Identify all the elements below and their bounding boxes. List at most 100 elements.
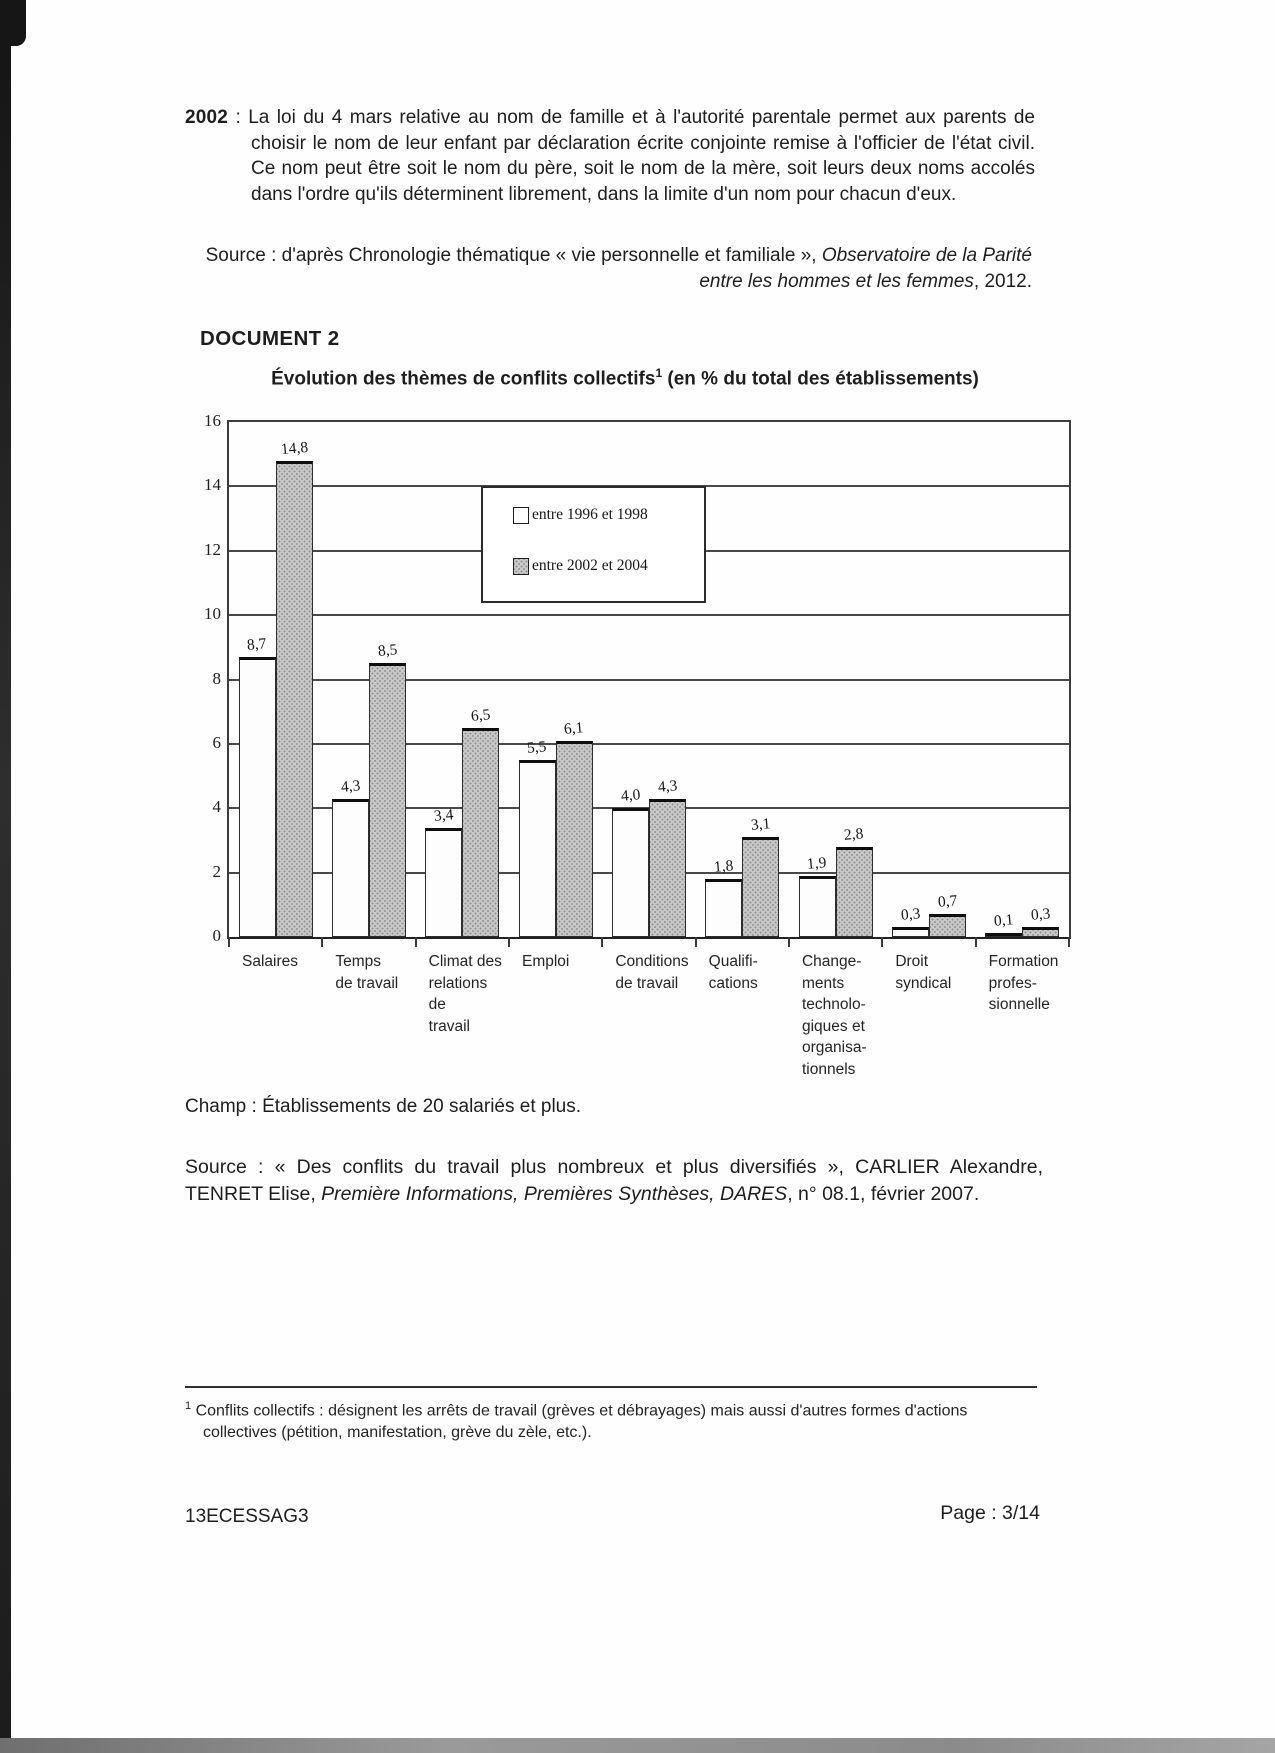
category-label-line: giques et bbox=[801, 1017, 865, 1035]
category-label-line: de travail bbox=[615, 974, 679, 992]
bar-wrap: 8,7 bbox=[238, 422, 276, 937]
bar-value-label: 4,0 bbox=[620, 786, 641, 806]
intro-year-label: 2002 bbox=[185, 107, 229, 128]
bar-value-label: 3,4 bbox=[433, 805, 455, 825]
bar-value-label: 6,5 bbox=[470, 705, 492, 725]
chart-plot-area: 0 2 4 6 8 10 12 14 16 8,7 14,8 4,3 8,5 3,4 6,5 5,5 6,1 4,… bbox=[204, 411, 1071, 947]
bar-wrap: 14,8 bbox=[275, 422, 313, 937]
bar-wrap: 5,5 bbox=[518, 422, 556, 937]
chart-category-axis: Salaires Temps de travail Climat des relatio… bbox=[227, 951, 1067, 1116]
bar-chart: 0 2 4 6 8 10 12 14 16 8,7 14,8 4,3 8,5 3,4 6,5 5,5 6,1 4,… bbox=[185, 411, 1071, 1120]
bar-value-label: 1,8 bbox=[713, 857, 735, 876]
bar-value-label: 3,1 bbox=[750, 815, 772, 835]
y-axis-tick-label: 0 bbox=[212, 926, 222, 945]
bar-entre-2002-et-2004 bbox=[928, 914, 966, 937]
chart-legend: entre 1996 et 1998 entre 2002 et 2004 bbox=[481, 486, 706, 604]
category-label-line: organisa- bbox=[801, 1039, 867, 1056]
footnote-text-block: 1 Conflits collectifs : désignent les ar… bbox=[185, 1395, 1037, 1444]
scan-bottom-strip bbox=[0, 1738, 1275, 1753]
category-label-line: technolo- bbox=[801, 996, 866, 1013]
bar-entre-2002-et-2004 bbox=[742, 837, 780, 937]
bar-value-label: 0,1 bbox=[993, 911, 1015, 930]
category-label-line: syndical bbox=[895, 974, 952, 992]
legend-swatch bbox=[513, 557, 529, 575]
y-axis-tick-label: 4 bbox=[212, 797, 222, 817]
category-label-line: de travail bbox=[335, 974, 399, 992]
intro-source-italic: Observatoire de la Parité entre les homm… bbox=[699, 245, 1032, 292]
category-label-line: profes- bbox=[988, 974, 1037, 992]
intro-source-suffix: , 2012. bbox=[973, 271, 1032, 292]
x-axis-tick bbox=[787, 937, 790, 947]
category-label-5: Conditions de travail bbox=[600, 951, 693, 994]
y-axis-tick-label: 8 bbox=[212, 668, 222, 688]
bar-entre-1996-et-1998 bbox=[425, 827, 463, 937]
legend-entry: entre 2002 et 2004 bbox=[513, 557, 694, 575]
chart-title-footnote-ref: 1 bbox=[655, 366, 663, 380]
bar-wrap: 3,4 bbox=[425, 422, 463, 937]
bar-wrap: 0,3 bbox=[891, 422, 929, 937]
intro-body-text: La loi du 4 mars relative au nom de fami… bbox=[248, 107, 1036, 205]
category-label-4: Emploi bbox=[507, 951, 600, 973]
bar-wrap: 1,8 bbox=[705, 422, 743, 937]
chart-title: Évolution des thèmes de conflits collect… bbox=[185, 366, 1065, 390]
chart-champ-note: Champ : Établissements de 20 salariés et… bbox=[185, 1096, 582, 1117]
category-label-line: Qualifi- bbox=[708, 953, 758, 970]
bar-value-label: 4,3 bbox=[657, 776, 678, 796]
bar-group-4: 5,5 6,1 bbox=[509, 422, 602, 937]
category-label-line: cations bbox=[708, 974, 758, 992]
category-label-2: Temps de travail bbox=[320, 951, 413, 994]
footer-document-code: 13ECESSAG3 bbox=[185, 1506, 309, 1527]
legend-label: entre 2002 et 2004 bbox=[532, 557, 648, 575]
bar-group-1: 8,7 14,8 bbox=[229, 422, 322, 937]
y-axis-tick-label: 16 bbox=[204, 411, 221, 430]
category-label-line: Emploi bbox=[521, 953, 570, 970]
category-label-6: Qualifi-cations bbox=[694, 951, 787, 994]
y-axis-tick-label: 14 bbox=[204, 475, 221, 495]
gridline-6 bbox=[229, 742, 1069, 745]
bar-value-label: 6,1 bbox=[563, 718, 585, 738]
category-label-line: Climat des bbox=[428, 953, 502, 970]
y-axis-tick-label: 10 bbox=[204, 604, 221, 624]
bar-wrap: 0,1 bbox=[985, 422, 1023, 937]
category-label-line: Change- bbox=[801, 953, 862, 970]
chart-source-prefix: Source : « Des conflits du travail plus … bbox=[185, 1155, 1043, 1205]
bar-value-label: 1,9 bbox=[806, 854, 828, 873]
bar-value-label: 0,3 bbox=[900, 905, 921, 925]
footnote-ref: 1 bbox=[185, 1400, 192, 1412]
legend-swatch bbox=[513, 506, 529, 524]
x-axis-tick bbox=[507, 937, 510, 947]
footnote-text: Conflits collectifs : désignent les arrê… bbox=[195, 1402, 968, 1442]
x-axis-tick bbox=[228, 937, 230, 947]
intro-source: Source : d'après Chronologie thématique … bbox=[190, 243, 1032, 295]
bar-wrap: 2,8 bbox=[835, 422, 873, 937]
x-axis-tick bbox=[881, 937, 884, 947]
scan-edge-strip bbox=[0, 0, 11, 1753]
bar-wrap: 6,1 bbox=[555, 422, 593, 937]
bar-value-label: 8,7 bbox=[246, 635, 268, 654]
category-label-3: Climat des relations de travail bbox=[414, 951, 507, 1037]
bar-entre-1996-et-1998 bbox=[518, 759, 556, 937]
bar-entre-1996-et-1998 bbox=[798, 875, 836, 937]
footnote: 1 Conflits collectifs : désignent les ar… bbox=[185, 1386, 1037, 1444]
intro-colon: : bbox=[228, 107, 249, 128]
bar-group-6: 1,8 3,1 bbox=[696, 422, 789, 937]
scan-corner-mark bbox=[0, 0, 26, 46]
bar-wrap: 3,1 bbox=[742, 422, 780, 937]
bar-wrap: 4,3 bbox=[331, 422, 369, 937]
bar-entre-2002-et-2004 bbox=[835, 846, 873, 937]
bar-value-label: 2,8 bbox=[843, 825, 865, 844]
bar-entre-2002-et-2004 bbox=[555, 740, 593, 937]
bar-group-2: 4,3 8,5 bbox=[322, 422, 415, 937]
bar-wrap: 6,5 bbox=[462, 422, 500, 937]
bar-wrap: 4,3 bbox=[648, 422, 686, 937]
bar-value-label: 4,3 bbox=[340, 776, 361, 796]
bar-entre-2002-et-2004 bbox=[462, 727, 500, 937]
bar-entre-2002-et-2004 bbox=[1022, 927, 1060, 937]
category-label-line: relations de bbox=[428, 974, 488, 1014]
x-axis-tick bbox=[321, 937, 324, 947]
document-heading: DOCUMENT 2 bbox=[200, 327, 340, 350]
category-label-line: ments bbox=[801, 974, 845, 992]
bar-group-7: 1,9 2,8 bbox=[789, 422, 882, 937]
legend-entry: entre 1996 et 1998 bbox=[513, 506, 694, 524]
intro-paragraph: 2002 : La loi du 4 mars relative au nom … bbox=[185, 105, 1035, 207]
